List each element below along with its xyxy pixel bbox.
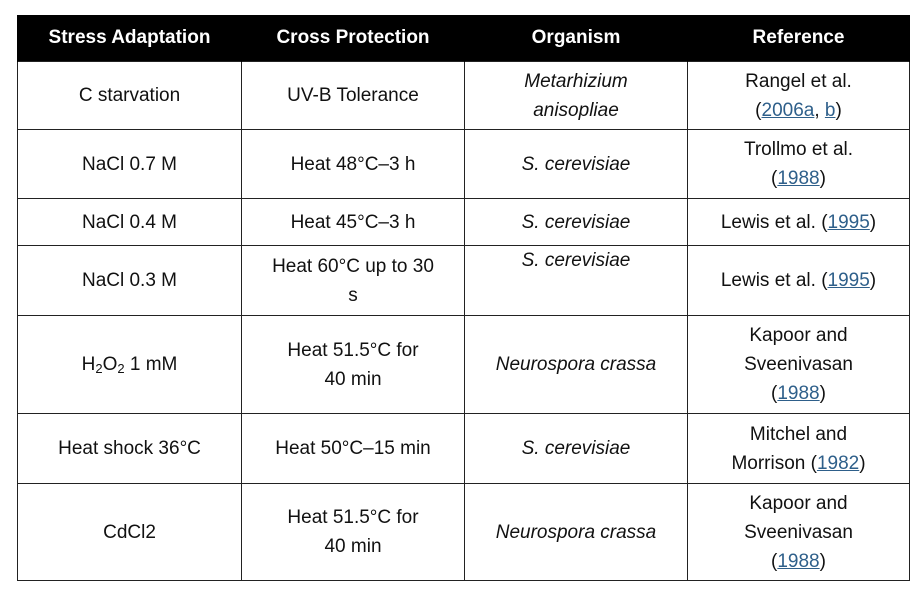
table-row: NaCl 0.3 M Heat 60°C up to 30 s S. cerevi… (17, 245, 910, 316)
table-row: CdCl2 Heat 51.5°C for 40 min Neurospora c… (17, 483, 910, 581)
table-row: NaCl 0.4 M Heat 45°C–3 h S. cerevisiae L… (17, 198, 910, 246)
stress-cell: C starvation (17, 61, 242, 130)
formula-part: 1 mM (124, 354, 178, 375)
reference-paren: ( (821, 211, 828, 233)
reference-link[interactable]: 1988 (777, 550, 820, 572)
reference-paren: ) (819, 383, 826, 404)
table-row: NaCl 0.7 M Heat 48°C–3 h S. cerevisiae T… (17, 129, 910, 199)
cross-protection-cell: Heat 60°C up to 30 s (241, 245, 465, 316)
header-stress-adaptation: Stress Adaptation (17, 15, 242, 62)
reference-link[interactable]: 1995 (827, 270, 870, 291)
formula-part: H (81, 354, 96, 375)
cross-protection-cell: UV-B Tolerance (241, 61, 465, 130)
organism-cell: Neurospora crassa (464, 483, 688, 581)
formula-part: O (102, 354, 118, 375)
header-cross-protection: Cross Protection (241, 15, 465, 62)
reference-paren: ) (869, 211, 877, 233)
reference-link[interactable]: 1988 (777, 168, 820, 189)
cross-protection-cell: Heat 45°C–3 h (241, 198, 465, 246)
stress-cell: NaCl 0.4 M (17, 198, 242, 246)
reference-paren: ( (771, 168, 778, 189)
reference-authors: Lewis et al. (720, 211, 822, 233)
organism-cell: Neurospora crassa (464, 315, 688, 414)
reference-paren: ) (869, 270, 877, 291)
stress-cross-protection-table: Stress Adaptation Cross Protection Organ… (17, 15, 910, 581)
header-organism: Organism (464, 15, 688, 62)
table-row: C starvation UV-B Tolerance Metarhizium a… (17, 61, 910, 130)
reference-paren: ( (771, 383, 778, 404)
cross-protection-line: s (348, 284, 358, 306)
reference-authors: Trollmo et al. (743, 139, 854, 160)
reference-authors: Kapoor and (749, 492, 848, 514)
reference-authors: Sveenivasan (744, 521, 853, 543)
stress-cell: NaCl 0.7 M (17, 129, 242, 199)
stress-cell: NaCl 0.3 M (17, 245, 242, 316)
stress-table-container: Stress Adaptation Cross Protection Organ… (17, 15, 910, 581)
stress-cell: Heat shock 36°C (17, 413, 242, 484)
cross-protection-cell: Heat 48°C–3 h (241, 129, 465, 199)
cross-protection-cell: Heat 51.5°C for 40 min (241, 483, 465, 581)
organism-line: Metarhizium (524, 70, 628, 92)
reference-paren: ( (771, 550, 778, 572)
cross-protection-line: Heat 60°C up to 30 (272, 255, 434, 277)
reference-paren: ( (821, 270, 828, 291)
cross-protection-line: 40 min (324, 368, 382, 390)
reference-authors: Lewis et al. (720, 270, 822, 291)
organism-cell: Metarhizium anisopliae (464, 61, 688, 130)
table-row: Heat shock 36°C Heat 50°C–15 min S. cere… (17, 413, 910, 484)
reference-link[interactable]: 1988 (777, 383, 820, 404)
stress-cell: CdCl2 (17, 483, 242, 581)
reference-authors: Kapoor and (749, 325, 848, 346)
stress-cell: H2O2 1 mM (17, 315, 242, 414)
header-row: Stress Adaptation Cross Protection Organ… (17, 15, 910, 62)
cross-protection-line: 40 min (324, 536, 382, 557)
reference-link[interactable]: 1982 (816, 452, 860, 474)
reference-cell: Rangel et al. (2006a, b) (687, 61, 910, 130)
organism-cell: S. cerevisiae (464, 245, 688, 316)
reference-authors: Mitchel and (749, 423, 848, 445)
reference-cell: Kapoor and Sveenivasan (1988) (687, 483, 910, 581)
reference-cell: Lewis et al. (1995) (687, 245, 910, 316)
organism-cell: S. cerevisiae (464, 413, 688, 484)
reference-paren: ) (859, 452, 866, 474)
reference-cell: Trollmo et al. (1988) (687, 129, 910, 199)
reference-cell: Mitchel and Morrison (1982) (687, 413, 910, 484)
cross-protection-line: Heat 51.5°C for (287, 507, 419, 528)
reference-link[interactable]: 2006a (761, 99, 815, 121)
reference-authors: Morrison (731, 452, 811, 474)
organism-line: anisopliae (533, 99, 619, 121)
reference-link[interactable]: b (824, 99, 836, 121)
formula-subscript: 2 (117, 361, 125, 376)
cross-protection-cell: Heat 51.5°C for 40 min (241, 315, 465, 414)
reference-separator: , (814, 99, 825, 121)
header-reference: Reference (687, 15, 910, 62)
reference-link[interactable]: 1995 (827, 211, 870, 233)
cross-protection-cell: Heat 50°C–15 min (241, 413, 465, 484)
reference-cell: Kapoor and Sveenivasan (1988) (687, 315, 910, 414)
table-row: H2O2 1 mM Heat 51.5°C for 40 min Neurospo… (17, 315, 910, 414)
formula-subscript: 2 (95, 361, 103, 376)
reference-cell: Lewis et al. (1995) (687, 198, 910, 246)
cross-protection-line: Heat 51.5°C for (287, 339, 419, 361)
organism-cell: S. cerevisiae (464, 198, 688, 246)
reference-authors: Rangel et al. (745, 70, 852, 92)
reference-authors: Sveenivasan (744, 354, 853, 375)
reference-paren: ( (755, 99, 762, 121)
organism-cell: S. cerevisiae (464, 129, 688, 199)
reference-paren: ) (819, 168, 826, 189)
reference-paren: ) (819, 550, 826, 572)
reference-paren: ( (810, 452, 817, 474)
reference-paren: ) (835, 99, 842, 121)
